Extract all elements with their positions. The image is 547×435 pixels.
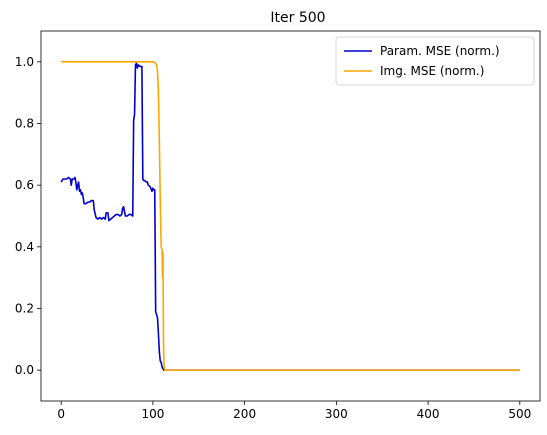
chart-title: Iter 500 <box>270 10 325 26</box>
y-axis: 0.0 0.2 0.4 0.6 0.8 1.0 <box>15 55 41 377</box>
y-tick-label: 0.8 <box>15 117 34 131</box>
legend-label: Param. MSE (norm.) <box>380 44 500 58</box>
series-line-2 <box>61 61 520 371</box>
plot-lines <box>60 61 520 371</box>
legend-label: Img. MSE (norm.) <box>380 64 484 78</box>
y-tick-label: 0.4 <box>15 240 34 254</box>
legend: Param. MSE (norm.) Img. MSE (norm.) <box>335 36 535 86</box>
x-axis: 0 100 200 300 400 500 <box>57 401 531 421</box>
y-tick-label: 0.6 <box>15 178 34 192</box>
y-tick-label: 0.0 <box>15 363 34 377</box>
x-tick-label: 100 <box>141 407 164 421</box>
x-tick-label: 300 <box>325 407 348 421</box>
plot-frame <box>40 30 541 402</box>
x-tick-label: 400 <box>417 407 440 421</box>
x-tick-label: 0 <box>57 407 65 421</box>
x-tick-label: 200 <box>233 407 256 421</box>
legend-box <box>335 36 535 86</box>
series-line-1 <box>60 62 520 371</box>
x-tick-label: 500 <box>508 407 531 421</box>
y-tick-label: 1.0 <box>15 55 34 69</box>
y-tick-label: 0.2 <box>15 302 34 316</box>
